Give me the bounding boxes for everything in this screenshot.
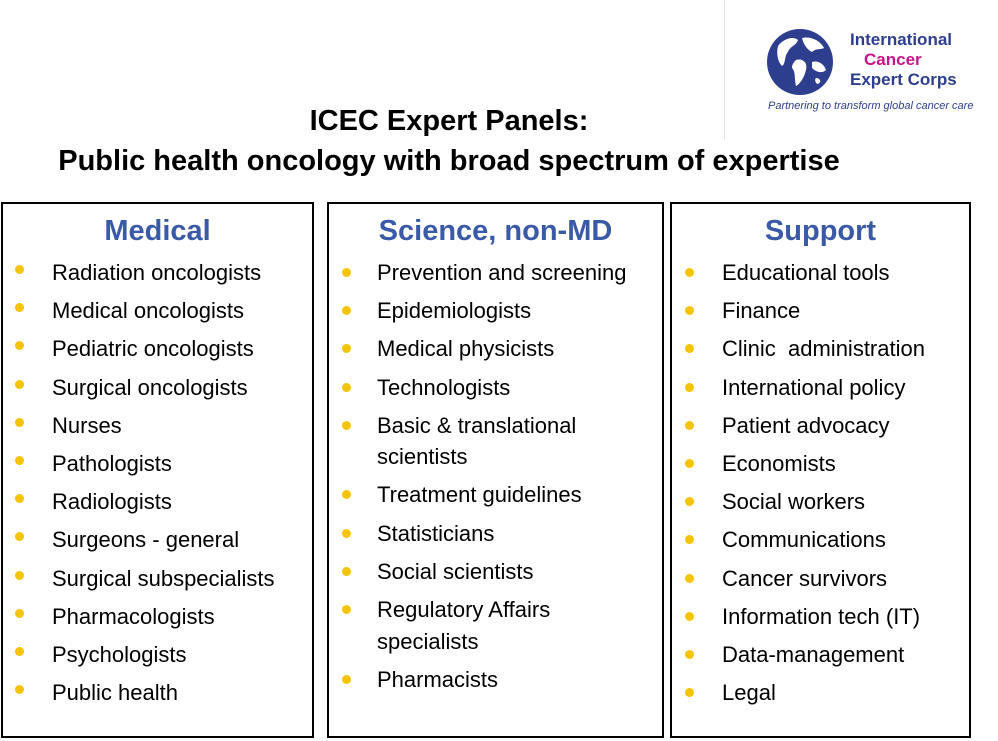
bullet-icon [685,649,694,659]
list-item: Pathologists [3,448,312,480]
bullet-icon [15,265,24,274]
bullet-icon [15,570,24,580]
panel-list: Radiation oncologists Medical oncologist… [3,257,312,709]
bullet-icon [15,646,24,656]
bullet-icon [685,344,694,354]
slide-title-line-1: ICEC Expert Panels: [309,105,589,137]
bullet-icon [342,605,351,614]
list-item: International policy [672,372,969,404]
list-item: Patient advocacy [672,410,969,442]
bullet-icon [685,458,694,468]
panel-medical: Medical Radiation oncologists Medical on… [1,202,314,738]
list-item: Data-management [672,639,969,671]
list-item: Technologists [329,372,662,404]
list-item: Surgical subspecialists [3,563,312,595]
list-item: Cancer survivors [672,563,969,595]
list-item: Statisticians [329,518,662,550]
logo-line-1: International [850,30,953,49]
logo-line-2: Cancer [864,50,922,69]
list-item: Basic & translational scientists [329,410,607,473]
bullet-icon [685,306,694,316]
logo-line-3: Expert Corps [850,70,957,89]
bullet-icon [342,268,351,277]
list-item: Information tech (IT) [672,601,969,633]
list-item: Social scientists [329,556,662,588]
bullet-icon [342,490,351,500]
list-item: Legal [672,677,969,709]
list-item: Medical physicists [329,333,662,365]
bullet-icon [685,688,694,698]
bullet-icon [685,611,694,621]
bullet-icon [15,455,24,465]
logo-tagline: Partnering to transform global cancer ca… [768,100,974,112]
bullet-icon [685,382,694,392]
bullet-icon [15,685,24,695]
list-item: Psychologists [3,639,312,671]
bullet-icon [685,420,694,430]
slide-title-line-2: Public health oncology with broad spectr… [58,145,840,177]
panel-list: Prevention and screening Epidemiologists… [329,257,662,695]
list-item: Social workers [672,486,969,518]
bullet-icon [685,497,694,507]
divider-line [724,0,725,140]
list-item: Prevention and screening [329,257,662,289]
list-item: Radiation oncologists [3,257,312,289]
panel-support: Support Educational tools Finance Clinic… [670,202,971,738]
list-item: Economists [672,448,969,480]
list-item: Public health [3,677,312,709]
globe-icon [767,29,833,95]
bullet-icon [685,268,694,277]
list-item: Epidemiologists [329,295,662,327]
panel-science: Science, non-MD Prevention and screening… [327,202,664,738]
list-item: Regulatory Affairs specialists [329,594,597,657]
list-item: Nurses [3,410,312,442]
bullet-icon [15,303,24,313]
list-item: Radiologists [3,486,312,518]
bullet-icon [342,306,351,316]
bullet-icon [685,535,694,545]
list-item: Pediatric oncologists [3,333,312,365]
list-item: Pharmacologists [3,601,312,633]
bullet-icon [15,532,24,542]
list-item: Medical oncologists [3,295,312,327]
bullet-icon [15,341,24,351]
list-item: Communications [672,524,969,556]
bullet-icon [685,573,694,583]
list-item: Pharmacists [329,664,662,696]
panel-heading: Science, non-MD [378,215,613,247]
list-item: Surgical oncologists [3,372,312,404]
panel-heading: Support [764,215,877,247]
bullet-icon [15,379,24,389]
bullet-icon [15,608,24,618]
bullet-icon [342,420,351,430]
list-item: Finance [672,295,969,327]
bullet-icon [342,528,351,538]
list-item: Treatment guidelines [329,479,662,511]
bullet-icon [15,494,24,504]
logo-wordmark: International Cancer Expert Corps [850,30,957,90]
list-item: Clinic administration [672,333,969,365]
list-item: Educational tools [672,257,969,289]
bullet-icon [342,566,351,576]
list-item: Surgeons - general [3,524,312,556]
bullet-icon [342,674,351,684]
panel-heading: Medical [104,215,211,247]
bullet-icon [342,344,351,354]
icec-logo: International Cancer Expert Corps Partne… [760,24,990,124]
panel-list: Educational tools Finance Clinic adminis… [672,257,969,709]
bullet-icon [342,382,351,392]
bullet-icon [15,417,24,427]
